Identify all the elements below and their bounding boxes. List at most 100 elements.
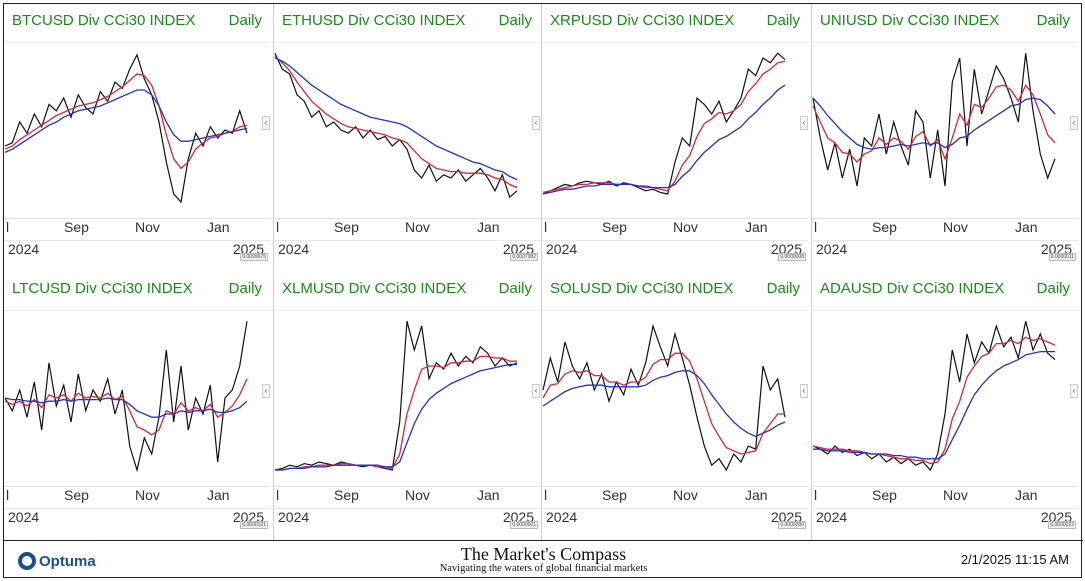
slow-ma-line <box>4 397 248 418</box>
chart-panel[interactable]: UNIUSD Div CCi30 INDEX Daily l Sep Nov Jan 202… <box>812 4 1078 264</box>
x-tick-label: Nov <box>135 487 160 503</box>
gridline <box>812 42 1078 43</box>
price-line <box>274 321 518 471</box>
chart-grid: BTCUSD Div CCi30 INDEX Daily l Sep Nov Jan 202… <box>3 3 1083 579</box>
x-tick-label: l <box>544 219 548 235</box>
price-badge: 0.0000380 <box>778 521 806 529</box>
slow-ma-line <box>813 350 1055 460</box>
x-tick-label: Nov <box>135 219 160 235</box>
chart-title: XLMUSD Div CCi30 INDEX <box>282 280 467 297</box>
x-tick-label: Nov <box>405 487 430 503</box>
x-tick-label: Nov <box>673 219 698 235</box>
chart-panel[interactable]: XRPUSD Div CCi30 INDEX Daily l Sep Nov Jan 202… <box>542 4 808 264</box>
year-label-start: 2024 <box>278 241 310 257</box>
x-tick-label: Nov <box>405 219 430 235</box>
plot-area <box>542 323 786 472</box>
collapse-handle-icon[interactable]: ‹ <box>532 116 540 130</box>
period-label: Daily <box>498 12 532 29</box>
year-axis-line <box>812 508 1078 509</box>
chart-title: SOLUSD Div CCi30 INDEX <box>550 280 734 297</box>
collapse-handle-icon[interactable]: ‹ <box>800 384 808 398</box>
plot-area <box>542 52 786 195</box>
fast-ma-line <box>812 336 1056 465</box>
period-label: Daily <box>498 280 532 297</box>
year-axis-line <box>4 508 270 509</box>
chart-panel[interactable]: ADAUSD Div CCi30 INDEX Daily l Sep Nov Jan 202… <box>812 272 1078 532</box>
chart-panel[interactable]: XLMUSD Div CCi30 INDEX Daily l Sep Nov Jan 202… <box>274 272 540 532</box>
chart-panel[interactable]: SOLUSD Div CCi30 INDEX Daily l Sep Nov Jan 202… <box>542 272 808 532</box>
chart-title: LTCUSD Div CCi30 INDEX <box>12 280 193 297</box>
x-axis-line <box>812 218 1078 219</box>
price-line <box>542 323 786 472</box>
x-tick-label: l <box>544 487 548 503</box>
year-axis-line <box>274 508 540 509</box>
price-badge: 0.0000121 <box>240 521 268 529</box>
year-label-start: 2024 <box>8 241 40 257</box>
period-label: Daily <box>766 12 800 29</box>
collapse-handle-icon[interactable]: ‹ <box>532 384 540 398</box>
x-tick-label: Jan <box>1015 219 1038 235</box>
plot-area <box>812 53 1056 187</box>
x-tick-label: Sep <box>334 219 359 235</box>
x-tick-label: Jan <box>1015 487 1038 503</box>
x-tick-label: l <box>814 219 818 235</box>
brand-title: The Market's Compass <box>460 544 627 564</box>
slow-ma-line <box>4 89 248 153</box>
slow-ma-line <box>542 84 786 195</box>
year-label-start: 2024 <box>278 509 310 525</box>
fast-ma-line <box>4 378 248 436</box>
x-axis-line <box>274 486 540 487</box>
slow-ma-line <box>274 57 518 181</box>
plot-area <box>4 53 248 204</box>
price-badge: 0.0000001 <box>510 521 538 529</box>
x-tick-label: l <box>6 219 10 235</box>
brand-tagline: Navigating the waters of global financia… <box>439 563 648 574</box>
chart-title: BTCUSD Div CCi30 INDEX <box>12 12 196 29</box>
gridline <box>274 42 540 43</box>
x-tick-label: Nov <box>943 219 968 235</box>
collapse-handle-icon[interactable]: ‹ <box>262 116 270 130</box>
x-axis-line <box>4 218 270 219</box>
x-tick-label: Sep <box>602 487 627 503</box>
chart-panel[interactable]: LTCUSD Div CCi30 INDEX Daily l Sep Nov Jan 202… <box>4 272 270 532</box>
x-axis-line <box>542 486 808 487</box>
period-label: Daily <box>1036 280 1070 297</box>
collapse-handle-icon[interactable]: ‹ <box>1070 384 1078 398</box>
slow-ma-line <box>812 97 1056 150</box>
chart-title: UNIUSD Div CCi30 INDEX <box>820 12 1000 29</box>
gridline <box>542 42 808 43</box>
period-label: Daily <box>228 280 262 297</box>
price-badge: 0.0000011 <box>1048 253 1076 261</box>
gridline <box>4 310 270 311</box>
price-line <box>4 321 248 473</box>
x-tick-label: Nov <box>673 487 698 503</box>
x-tick-label: l <box>276 219 280 235</box>
collapse-handle-icon[interactable]: ‹ <box>262 384 270 398</box>
price-badge: 0.0000022 <box>1048 521 1076 529</box>
collapse-handle-icon[interactable]: ‹ <box>800 116 808 130</box>
period-label: Daily <box>766 280 800 297</box>
price-badge: 0.0007382 <box>510 253 538 261</box>
price-line <box>4 53 248 204</box>
year-axis-line <box>812 240 1078 241</box>
fast-ma-line <box>812 83 1056 163</box>
collapse-handle-icon[interactable]: ‹ <box>1070 116 1078 130</box>
chart-panel[interactable]: BTCUSD Div CCi30 INDEX Daily l Sep Nov Jan 202… <box>4 4 270 264</box>
year-axis-line <box>274 240 540 241</box>
year-axis-line <box>542 508 808 509</box>
gridline <box>542 310 808 311</box>
x-tick-label: Sep <box>334 487 359 503</box>
fast-ma-line <box>275 355 517 471</box>
x-tick-label: Jan <box>745 219 768 235</box>
chart-panel[interactable]: ETHUSD Div CCi30 INDEX Daily l Sep Nov Jan 202… <box>274 4 540 264</box>
divider <box>811 4 812 540</box>
gridline <box>274 310 540 311</box>
price-line <box>542 52 786 195</box>
year-label-start: 2024 <box>816 509 848 525</box>
chart-title: ADAUSD Div CCi30 INDEX <box>820 280 1005 297</box>
footer: Optuma The Market's Compass Navigating t… <box>4 540 1083 579</box>
x-axis-line <box>542 218 808 219</box>
x-tick-label: Jan <box>207 487 230 503</box>
timestamp: 2/1/2025 11:15 AM <box>960 552 1069 567</box>
year-label-start: 2024 <box>816 241 848 257</box>
